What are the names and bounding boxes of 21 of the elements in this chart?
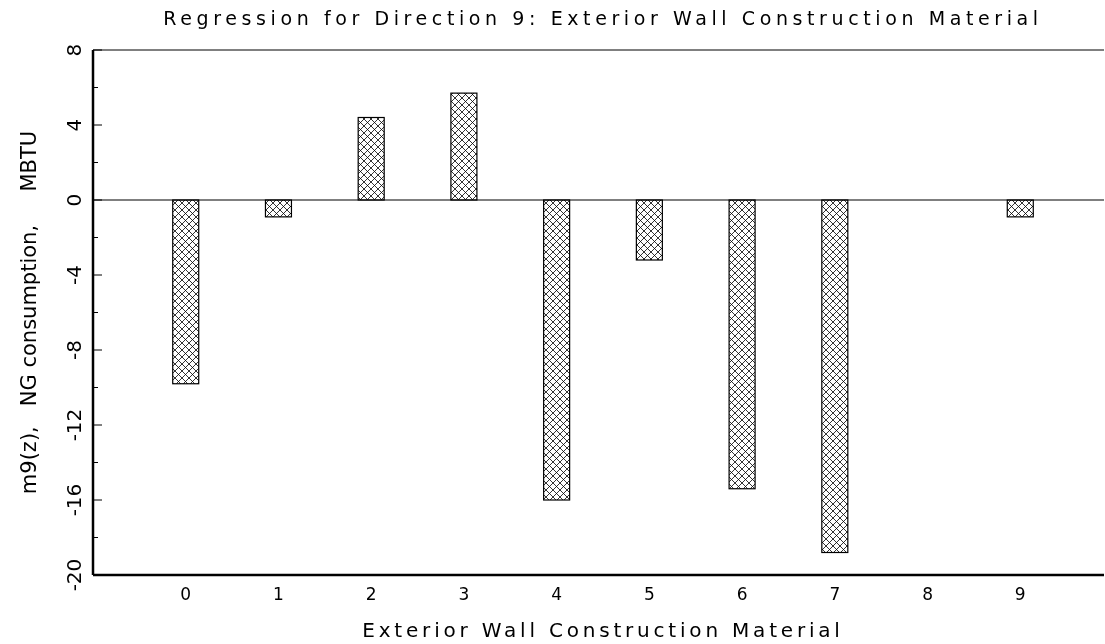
y-tick-label: 4 bbox=[62, 118, 86, 132]
x-tick-label: 5 bbox=[643, 584, 655, 604]
y-tick-label: -20 bbox=[62, 558, 86, 592]
x-tick-label: 3 bbox=[458, 584, 470, 604]
x-axis-title: Exterior Wall Construction Material bbox=[362, 618, 844, 642]
x-tick-label: 0 bbox=[180, 584, 192, 604]
x-tick-label: 6 bbox=[736, 584, 748, 604]
y-tick-label: 0 bbox=[62, 193, 86, 207]
y-tick-label: -8 bbox=[62, 340, 86, 360]
x-tick-label: 1 bbox=[273, 584, 284, 604]
y-tick-label: -16 bbox=[62, 483, 86, 517]
x-tick-label: 7 bbox=[829, 584, 841, 604]
x-tick-label: 8 bbox=[922, 584, 933, 604]
y-tick-label: -12 bbox=[62, 408, 86, 442]
chart-title: Regression for Direction 9: Exterior Wall Construction Material bbox=[163, 7, 1043, 29]
x-tick-label: 2 bbox=[365, 584, 377, 604]
x-tick-label: 4 bbox=[551, 584, 563, 604]
y-tick-label: -4 bbox=[62, 265, 86, 285]
y-axis-title: m9(z), NG consumption, MBTU bbox=[17, 130, 41, 495]
x-tick-label: 9 bbox=[1014, 584, 1026, 604]
y-tick-label: 8 bbox=[62, 43, 86, 57]
